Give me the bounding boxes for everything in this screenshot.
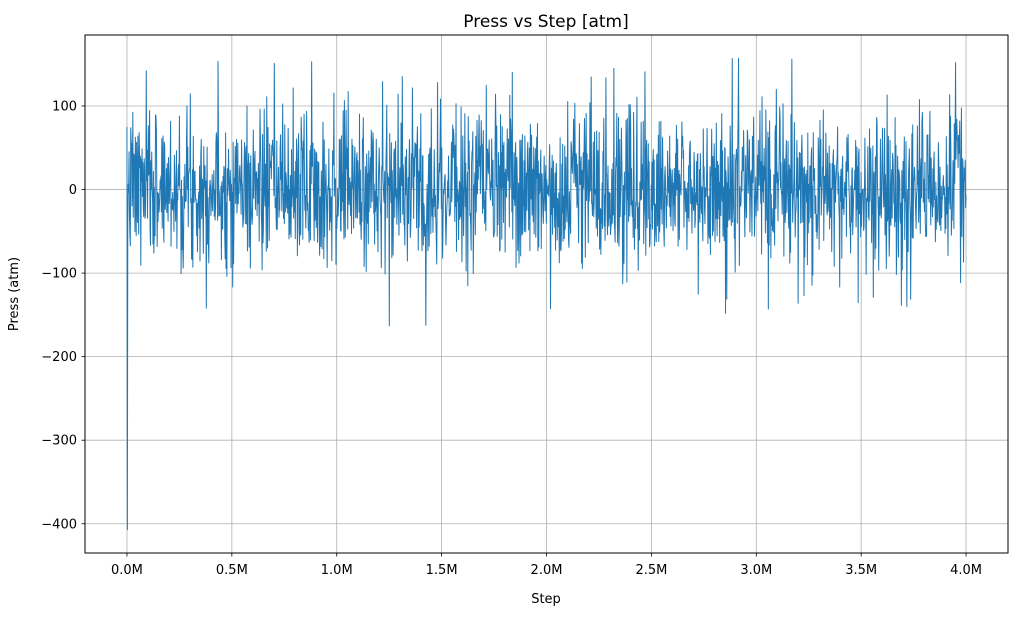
- x-tick-label: 1.5M: [426, 563, 458, 578]
- y-tick-label: −300: [41, 434, 77, 449]
- x-tick-label: 3.0M: [740, 563, 772, 578]
- y-axis-label: Press (atm): [7, 257, 22, 331]
- tick-marks: [81, 105, 967, 557]
- y-tick-label: −400: [41, 517, 77, 532]
- series-line: [126, 57, 967, 531]
- x-tick-label: 1.0M: [321, 563, 353, 578]
- y-tick-label: −100: [41, 267, 77, 282]
- x-tick-label: 3.5M: [845, 563, 877, 578]
- y-tick-label: 0: [69, 183, 77, 198]
- x-tick-label: 0.0M: [111, 563, 143, 578]
- x-tick-label: 4.0M: [950, 563, 982, 578]
- x-tick-label: 0.5M: [216, 563, 248, 578]
- x-tick-label: 2.0M: [531, 563, 563, 578]
- tick-labels: 0.0M 0.5M 1.0M 1.5M 2.0M 2.5M 3.0M 3.5M 4.0M 100 0…: [41, 100, 982, 578]
- x-tick-label: 2.5M: [635, 563, 667, 578]
- y-tick-label: −200: [41, 350, 77, 365]
- x-axis-label: Step: [531, 592, 561, 607]
- y-tick-label: 100: [52, 100, 77, 115]
- grid: [85, 35, 1008, 553]
- series-group: [126, 57, 967, 531]
- chart-title: Press vs Step [atm]: [463, 12, 628, 32]
